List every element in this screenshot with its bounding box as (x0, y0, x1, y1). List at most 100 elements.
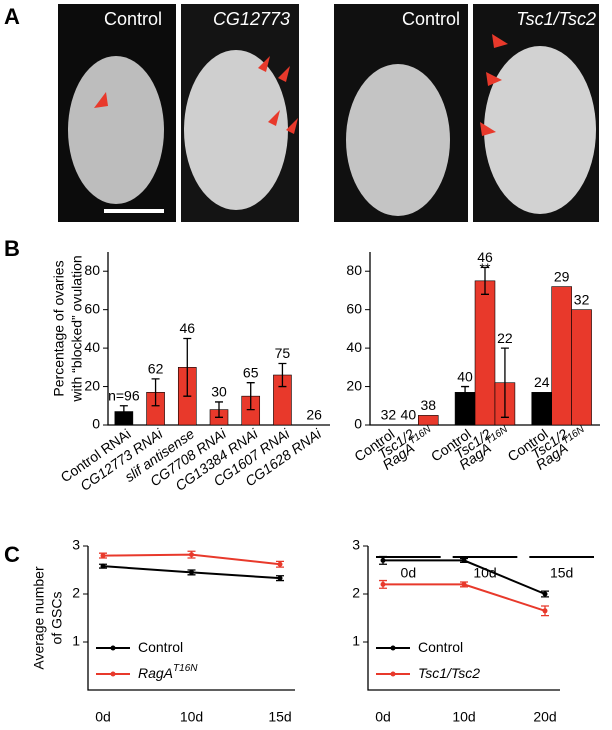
ovary (68, 56, 164, 204)
count-label: 29 (554, 268, 570, 284)
name-main: Tsc1/Tsc2 (418, 665, 480, 681)
y-tick-label: 60 (84, 300, 100, 316)
count-label: 40 (457, 368, 473, 384)
error-bar (215, 401, 223, 418)
legend-label: Control (418, 639, 463, 655)
y-tick-label: 20 (346, 377, 362, 393)
y-tick-label: 0 (92, 416, 100, 432)
count-label: 46 (179, 320, 195, 336)
arrowhead (486, 72, 502, 86)
error-bar (183, 337, 192, 397)
legend-dot (390, 671, 396, 677)
point (277, 575, 283, 581)
image-caption: CG12773 (213, 9, 290, 29)
point (380, 581, 386, 587)
y-tick-label: 20 (84, 377, 100, 393)
count-label: 30 (211, 384, 227, 400)
count-label: 65 (243, 364, 259, 380)
x-tick-label: 15d (268, 709, 291, 725)
arrowhead (94, 92, 108, 108)
point (380, 557, 386, 563)
count-label: 32 (381, 407, 397, 423)
point (542, 608, 548, 614)
point (277, 561, 283, 567)
y-tick-label: 40 (84, 339, 100, 355)
x-tick-label: 20d (533, 709, 556, 725)
panel-label: A (4, 4, 20, 29)
y-tick-label: 80 (346, 262, 362, 278)
error-bar (481, 266, 489, 295)
arrowhead (268, 110, 280, 126)
bar (531, 392, 552, 426)
error-bar (119, 405, 128, 418)
bar (474, 280, 496, 426)
point (100, 553, 106, 559)
count-label: 46 (477, 249, 493, 265)
panel-label: B (4, 236, 20, 261)
y-tick-label: 60 (346, 300, 362, 316)
count-label: 24 (534, 374, 550, 390)
count-label: 26 (306, 407, 322, 423)
point (189, 552, 194, 558)
x-tick-label: 0d (401, 565, 417, 581)
arrowhead (492, 34, 508, 48)
bar (571, 309, 592, 426)
x-tick-label: 15d (550, 565, 573, 581)
legend-dot (110, 645, 116, 651)
y-tick-label: 40 (346, 339, 362, 355)
y-tick-label: 1 (352, 633, 360, 649)
error-bar (461, 385, 470, 399)
legend-dot (390, 645, 396, 651)
name-main: Control (138, 639, 183, 655)
x-tick-label: 10d (473, 565, 496, 581)
legend-label: RagAT16N (138, 663, 198, 681)
count-label: 40 (401, 407, 417, 423)
image-caption: Tsc1/Tsc2 (516, 9, 596, 29)
x-tick-label: 0d (95, 709, 111, 725)
name-sup: T16N (560, 423, 587, 446)
y-tick-label: 2 (72, 585, 80, 601)
ovary (346, 64, 450, 216)
y-axis-label: Average number (31, 566, 47, 670)
bar (417, 415, 439, 426)
count-label: 62 (148, 361, 164, 377)
name-main: Control (418, 639, 463, 655)
y-tick-label: 3 (72, 537, 80, 553)
y-tick-label: 2 (352, 585, 360, 601)
error-bar (500, 347, 509, 418)
name-sup: T16N (483, 423, 510, 446)
arrowhead (258, 56, 270, 72)
count-label: 22 (497, 330, 513, 346)
error-bar (151, 378, 160, 407)
count-label: n=96 (108, 387, 140, 403)
y-axis-label: of GSCs (49, 592, 65, 645)
y-axis-label: with “blocked” ovulation (69, 255, 85, 402)
count-label: 32 (574, 291, 590, 307)
y-tick-label: 0 (354, 416, 362, 432)
count-label: 75 (275, 345, 291, 361)
ovary (184, 50, 288, 210)
y-tick-label: 3 (352, 537, 360, 553)
arrowhead (480, 122, 496, 136)
bar (551, 286, 572, 426)
significance: ** (480, 260, 491, 276)
point (189, 569, 194, 575)
error-bar (246, 382, 255, 411)
y-axis-label: Percentage of ovaries (51, 260, 67, 396)
name-sup: T16N (173, 663, 198, 674)
series-line (383, 583, 546, 612)
error-bar (278, 362, 287, 388)
count-label: 38 (420, 397, 436, 413)
name-main: RagA (138, 665, 173, 681)
x-tick-label: 10d (180, 709, 203, 725)
legend-label: Control (138, 639, 183, 655)
ovary (484, 46, 596, 214)
legend-dot (110, 671, 116, 677)
y-tick-label: 80 (84, 262, 100, 278)
point (100, 563, 106, 569)
panel-label: C (4, 542, 20, 567)
point (461, 557, 467, 563)
legend-label: Tsc1/Tsc2 (418, 665, 480, 681)
y-tick-label: 1 (72, 633, 80, 649)
